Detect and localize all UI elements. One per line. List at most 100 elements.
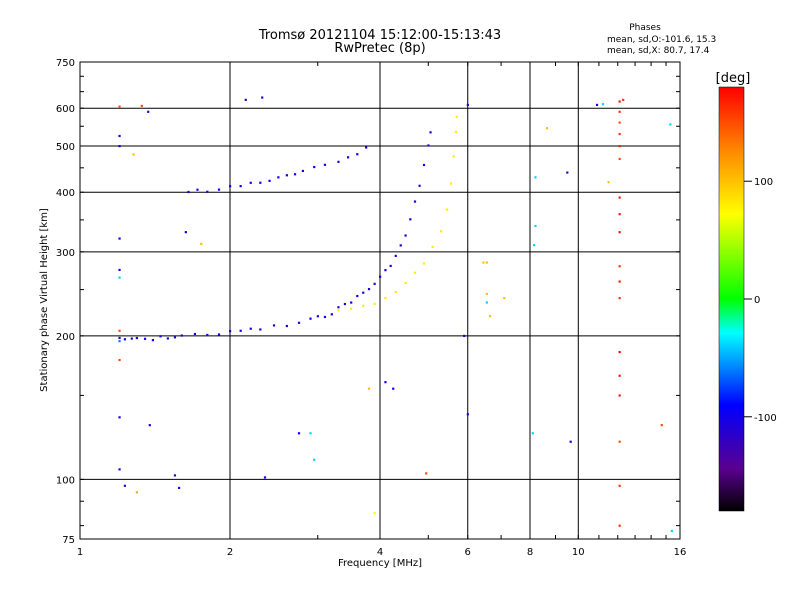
legend-title: Phases	[629, 23, 661, 33]
data-point	[206, 190, 209, 193]
data-point	[399, 244, 402, 247]
data-point	[618, 484, 621, 487]
data-point	[404, 281, 407, 285]
data-point	[409, 218, 412, 221]
legend-line-x: mean, sd,X: 80.7, 17.4	[607, 46, 710, 56]
data-point	[618, 157, 621, 161]
data-point	[669, 123, 672, 126]
data-point	[362, 291, 365, 294]
data-point	[452, 155, 455, 158]
data-point	[362, 304, 365, 307]
data-point	[618, 374, 621, 377]
data-point	[660, 424, 663, 427]
data-point	[147, 110, 150, 113]
data-point	[173, 474, 177, 477]
data-point	[118, 144, 121, 148]
data-point	[263, 476, 267, 479]
colorbar-tick-label: -100	[754, 413, 777, 424]
data-point	[187, 190, 190, 194]
data-point	[356, 153, 359, 156]
data-point	[135, 491, 138, 494]
data-point	[569, 440, 572, 443]
data-point	[118, 276, 121, 279]
data-point	[618, 350, 621, 354]
data-point	[313, 165, 316, 169]
data-point	[118, 237, 121, 240]
data-point	[217, 188, 221, 191]
data-point	[118, 329, 121, 332]
data-point	[485, 301, 488, 304]
data-point	[466, 413, 469, 416]
data-point	[166, 337, 169, 340]
data-point	[135, 336, 138, 340]
data-point	[566, 171, 569, 174]
data-point	[159, 335, 162, 338]
data-point	[118, 268, 121, 272]
data-point	[343, 302, 347, 306]
data-point	[193, 332, 197, 336]
data-point	[373, 302, 376, 305]
data-point	[316, 315, 319, 318]
data-point	[466, 103, 469, 107]
data-point	[618, 121, 621, 124]
data-point	[545, 127, 549, 130]
y-tick-label: 500	[56, 142, 75, 153]
data-point	[297, 432, 301, 435]
data-point	[118, 340, 121, 343]
data-point	[618, 110, 621, 113]
chart-subtitle: RwPretec (8p)	[334, 41, 425, 56]
colorbar-tick-label: 0	[754, 295, 760, 306]
data-point	[384, 296, 387, 300]
data-point	[618, 196, 621, 199]
data-point	[297, 321, 301, 324]
data-point	[618, 231, 621, 234]
data-point	[503, 297, 506, 300]
data-point	[346, 156, 350, 159]
data-point	[350, 301, 353, 304]
data-point	[670, 529, 673, 533]
data-point	[268, 179, 271, 182]
data-point	[373, 512, 376, 515]
data-point	[118, 105, 121, 108]
data-point	[431, 245, 434, 249]
data-point	[618, 132, 621, 136]
data-point	[531, 432, 534, 435]
data-point	[337, 306, 340, 309]
x-tick-label: 6	[465, 547, 471, 558]
data-point	[485, 261, 488, 264]
data-point	[618, 280, 621, 283]
data-point	[445, 208, 449, 211]
colorbar	[718, 86, 745, 512]
data-point	[229, 330, 232, 333]
data-point	[118, 358, 121, 362]
colorbar-ticks: 100 0 -100	[744, 177, 777, 424]
y-tick-label: 200	[56, 332, 75, 343]
chart-title: Tromsø 20121104 15:12:00-15:13:43	[258, 28, 501, 43]
data-point	[422, 262, 426, 265]
data-point	[132, 153, 135, 156]
data-point	[485, 292, 488, 295]
data-point	[123, 338, 126, 341]
data-point	[118, 134, 121, 138]
y-tick-label: 400	[56, 188, 75, 199]
data-point	[277, 176, 280, 179]
data-points	[118, 96, 673, 533]
y-axis-label: Stationary phase Virtual Height [km]	[39, 208, 50, 392]
data-point	[425, 472, 428, 475]
data-point	[259, 181, 262, 184]
legend-line-o: mean, sd,O:-101.6, 15.3	[607, 35, 716, 45]
data-point	[607, 181, 610, 184]
data-point	[413, 200, 417, 203]
data-point	[272, 324, 276, 327]
data-point	[439, 230, 443, 233]
data-point	[309, 432, 312, 435]
data-point	[618, 144, 621, 148]
data-point	[259, 328, 262, 331]
data-point	[301, 169, 305, 173]
data-point	[618, 440, 621, 443]
data-point	[151, 339, 155, 342]
data-point	[367, 387, 371, 390]
data-point	[285, 324, 288, 328]
data-point	[229, 185, 232, 188]
